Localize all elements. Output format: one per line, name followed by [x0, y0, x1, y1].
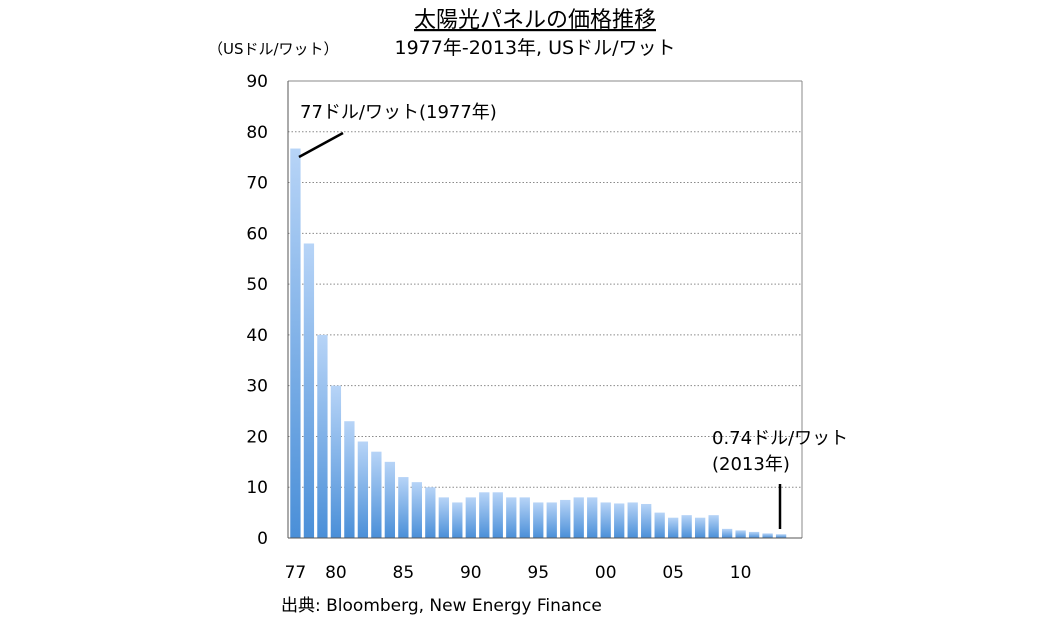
- y-tick-label: 70: [246, 174, 268, 194]
- grid-lines: [288, 80, 802, 488]
- bar-2012: [762, 533, 773, 538]
- bar-1977: [290, 148, 301, 539]
- x-tick-label: 90: [460, 563, 482, 583]
- bar-1988: [438, 497, 449, 538]
- y-tick-label: 0: [257, 529, 268, 549]
- bar-1989: [452, 502, 463, 538]
- annotation-2013-text: 0.74ドル/ワット: [712, 428, 848, 449]
- y-tick-label: 80: [246, 123, 268, 143]
- bar-2008: [708, 515, 719, 538]
- bar-2007: [694, 517, 706, 538]
- bar-1982: [357, 441, 369, 538]
- y-tick-labels: 0 10 20 30 40 50 60 70 80 90: [246, 72, 268, 549]
- y-tick-label: 50: [246, 275, 268, 295]
- x-tick-label: 00: [595, 563, 617, 583]
- y-tick-label: 20: [246, 427, 268, 447]
- x-tick-label: 80: [325, 563, 347, 583]
- bar-1984: [384, 461, 396, 538]
- bar-2004: [654, 512, 665, 538]
- x-tick-label: 05: [662, 563, 684, 583]
- y-tick-label: 60: [246, 224, 268, 244]
- annotation-2013: 0.74ドル/ワット (2013年): [712, 428, 848, 529]
- bar-1994: [519, 497, 530, 538]
- bar-1981: [344, 421, 355, 538]
- y-tick-label: 90: [246, 72, 268, 92]
- bar-1990: [465, 497, 476, 538]
- bar-2013: [775, 534, 787, 538]
- bars: [290, 148, 787, 539]
- bar-2001: [614, 503, 625, 538]
- bar-2002: [627, 502, 638, 538]
- bar-1979: [317, 334, 328, 538]
- y-tick-label: 40: [246, 326, 268, 346]
- x-tick-label: 95: [527, 563, 549, 583]
- bar-1997: [560, 499, 571, 538]
- x-tick-label: 85: [393, 563, 415, 583]
- bar-1992: [492, 492, 503, 538]
- bar-2011: [748, 531, 760, 538]
- x-tick-label: 77: [285, 563, 307, 583]
- bar-2000: [600, 502, 611, 538]
- annotation-2013-year: (2013年): [712, 454, 790, 475]
- bar-2009: [721, 528, 733, 538]
- bar-1985: [398, 477, 409, 538]
- bar-2010: [735, 530, 746, 538]
- source-note: 出典: Bloomberg, New Energy Finance: [281, 596, 602, 616]
- x-tick-labels: 77 80 85 90 95 00 05 10: [285, 563, 752, 583]
- axes: [287, 80, 803, 539]
- bar-2003: [641, 503, 652, 538]
- bar-2006: [681, 515, 692, 538]
- y-axis-unit-label: （USドル/ワット）: [208, 40, 339, 58]
- bar-1980: [330, 385, 342, 538]
- bar-1983: [371, 451, 382, 538]
- bar-2005: [668, 517, 679, 538]
- annotation-1977-text: 77ドル/ワット(1977年): [300, 102, 497, 123]
- chart-title: 太陽光パネルの価格推移: [414, 8, 656, 33]
- chart-subtitle: 1977年-2013年, USドル/ワット: [394, 37, 675, 59]
- x-tick-label: 10: [730, 563, 752, 583]
- annotation-1977-leader: [298, 131, 344, 159]
- annotation-1977: 77ドル/ワット(1977年): [298, 102, 497, 159]
- y-tick-label: 10: [246, 478, 268, 498]
- bar-1995: [533, 502, 544, 538]
- bar-1986: [411, 482, 422, 538]
- bar-1993: [506, 497, 517, 538]
- bar-1996: [546, 502, 557, 538]
- bar-1987: [425, 487, 436, 538]
- bar-1999: [587, 497, 598, 538]
- y-tick-label: 30: [246, 377, 268, 397]
- bar-1998: [573, 497, 584, 538]
- bar-1978: [303, 243, 315, 538]
- bar-1991: [479, 492, 490, 538]
